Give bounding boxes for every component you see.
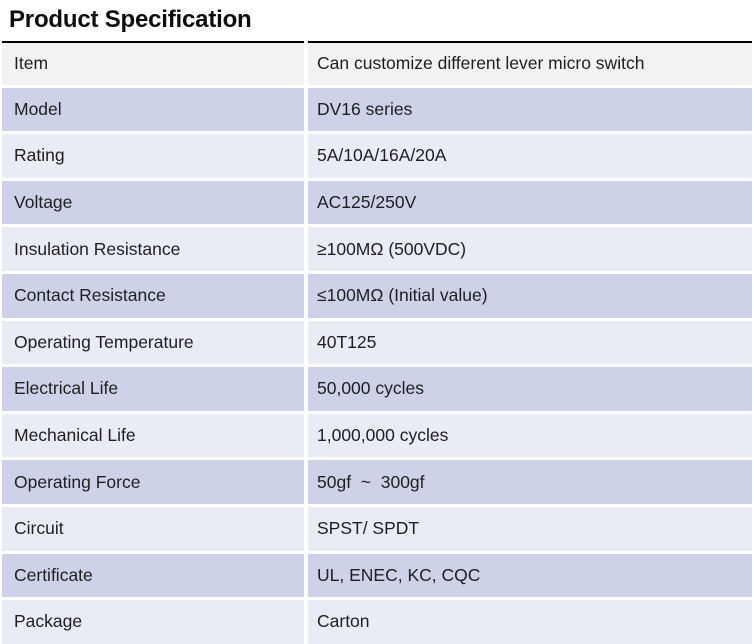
row-insulation-resistance-label: Insulation Resistance (2, 227, 304, 271)
row-certificate-value: UL, ENEC, KC, CQC (308, 553, 752, 598)
row-circuit-label: Circuit (2, 506, 304, 551)
row-model-value: DV16 series (308, 87, 752, 132)
row-item-label: Item (2, 41, 304, 85)
row-electrical-life-value: 50,000 cycles (308, 367, 752, 411)
row-circuit-value: SPST/ SPDT (308, 506, 752, 551)
row-operating-force-label: Operating Force (2, 460, 304, 504)
row-rating-label: Rating (2, 134, 304, 178)
row-operating-temperature-label: Operating Temperature (2, 320, 304, 365)
row-contact-resistance-value: ≤100MΩ (Initial value) (308, 273, 752, 318)
row-contact-resistance-label: Contact Resistance (2, 273, 304, 318)
page-title: Product Specification (9, 6, 252, 33)
row-operating-temperature-value: 40T125 (308, 320, 752, 365)
row-certificate-label: Certificate (2, 553, 304, 598)
row-item-value: Can customize different lever micro swit… (308, 41, 752, 85)
row-rating-value: 5A/10A/16A/20A (308, 134, 752, 178)
row-operating-force-value: 50gf ~ 300gf (308, 460, 752, 504)
row-model-label: Model (2, 87, 304, 132)
row-voltage-label: Voltage (2, 180, 304, 225)
row-voltage-value: AC125/250V (308, 180, 752, 225)
row-mechanical-life-label: Mechanical Life (2, 413, 304, 458)
row-mechanical-life-value: 1,000,000 cycles (308, 413, 752, 458)
row-insulation-resistance-value: ≥100MΩ (500VDC) (308, 227, 752, 271)
product-spec-table: Item Can customize different lever micro… (2, 41, 752, 644)
row-package-value: Carton (308, 600, 752, 644)
row-electrical-life-label: Electrical Life (2, 367, 304, 411)
row-package-label: Package (2, 600, 304, 644)
